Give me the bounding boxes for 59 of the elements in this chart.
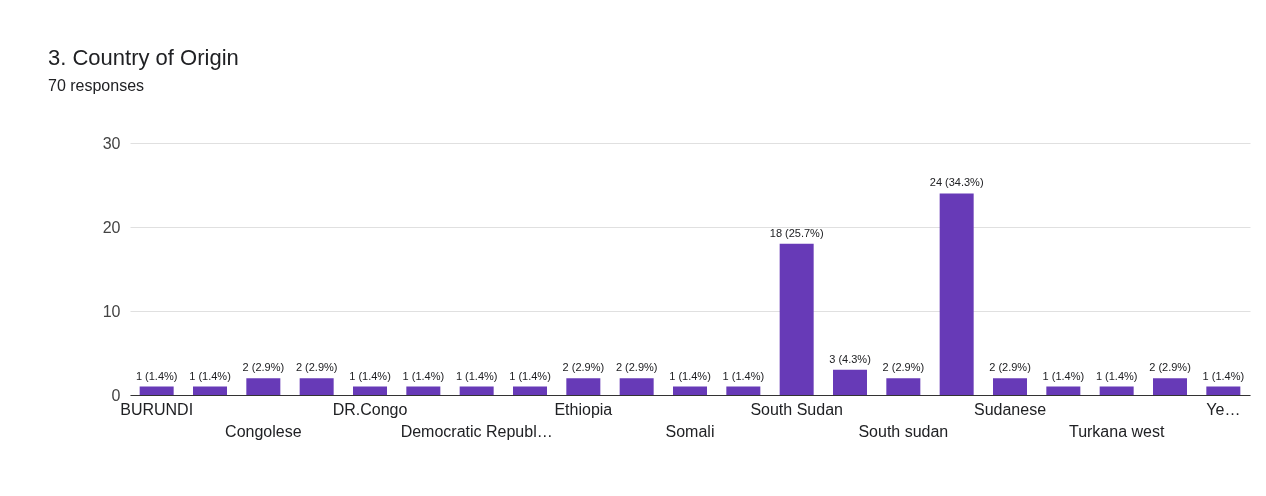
x-tick-label: Ye…	[1206, 400, 1241, 418]
bar	[299, 378, 334, 395]
bar	[459, 386, 494, 395]
data-label: 2 (2.9%)	[295, 361, 338, 374]
x-tick-label: Ethiopia	[554, 400, 613, 418]
y-tick-label: 0	[111, 386, 121, 404]
x-tick-label: Turkana west	[1068, 422, 1165, 440]
bar	[619, 378, 654, 395]
data-label: 2 (2.9%)	[989, 361, 1031, 374]
bar	[726, 386, 761, 395]
x-tick-label: Congolese	[225, 422, 302, 440]
data-label: 1 (1.4%)	[135, 369, 178, 382]
data-label: 18 (25.7%)	[769, 226, 824, 239]
bar	[1206, 386, 1241, 395]
bar	[993, 378, 1027, 395]
x-tick-label: South Sudan	[750, 400, 843, 418]
bar	[1046, 386, 1081, 395]
bar	[139, 386, 174, 395]
bar	[513, 386, 547, 395]
data-label: 24 (34.3%)	[929, 176, 984, 189]
data-label: 1 (1.4%)	[349, 369, 391, 382]
bar	[406, 386, 441, 395]
x-tick-label: BURUNDI	[120, 400, 194, 418]
data-label: 1 (1.4%)	[402, 369, 445, 382]
data-label: 1 (1.4%)	[669, 369, 711, 382]
bar	[566, 378, 601, 395]
data-label: 2 (2.9%)	[242, 361, 285, 374]
bar	[779, 243, 814, 395]
data-label: 2 (2.9%)	[562, 361, 605, 374]
y-tick-label: 30	[102, 134, 121, 152]
bar	[353, 386, 387, 395]
data-label: 1 (1.4%)	[1202, 369, 1245, 382]
data-label: 3 (4.3%)	[829, 352, 871, 365]
x-tick-label: Democratic Republ…	[400, 422, 553, 440]
bar	[193, 386, 227, 395]
x-tick-label: Somali	[665, 422, 715, 440]
data-label: 2 (2.9%)	[1149, 361, 1191, 374]
chart-title: 3. Country of Origin	[48, 45, 239, 70]
bar	[1153, 378, 1187, 395]
bar	[939, 193, 974, 395]
bar	[246, 378, 281, 395]
data-label: 1 (1.4%)	[189, 369, 231, 382]
x-tick-label: South sudan	[858, 422, 949, 440]
bar	[833, 369, 867, 395]
data-label: 1 (1.4%)	[1042, 369, 1085, 382]
data-label: 1 (1.4%)	[722, 369, 765, 382]
bar	[1099, 386, 1134, 395]
data-label: 1 (1.4%)	[509, 369, 551, 382]
y-tick-label: 10	[102, 302, 121, 320]
x-tick-label: DR.Congo	[332, 400, 408, 418]
x-tick-label: Sudanese	[973, 400, 1047, 418]
data-label: 1 (1.4%)	[455, 369, 498, 382]
data-label: 1 (1.4%)	[1095, 369, 1138, 382]
data-label: 2 (2.9%)	[615, 361, 658, 374]
chart-subtitle: 70 responses	[48, 77, 145, 94]
bar	[673, 386, 707, 395]
bar	[886, 378, 921, 395]
data-label: 2 (2.9%)	[882, 361, 925, 374]
y-tick-label: 20	[102, 218, 121, 236]
